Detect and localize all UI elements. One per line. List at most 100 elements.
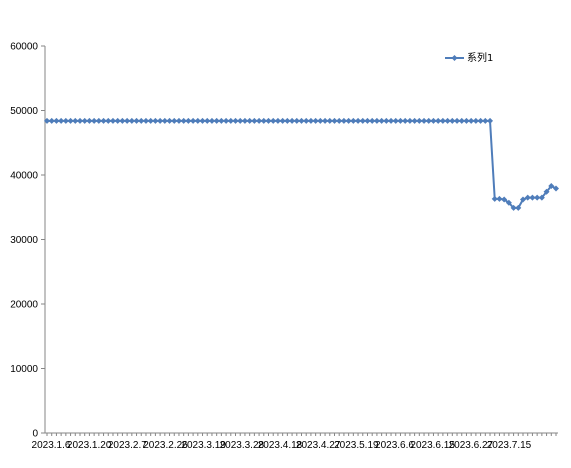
data-point xyxy=(454,117,461,124)
data-point xyxy=(411,117,418,124)
x-tick-label: 2023.2.7 xyxy=(108,440,147,451)
data-point xyxy=(364,117,371,124)
x-tick-label: 2023.7.15 xyxy=(487,440,532,451)
y-axis: 0 10000 20000 30000 40000 50000 60000 xyxy=(10,42,46,440)
data-point xyxy=(171,117,178,124)
data-point xyxy=(425,117,432,124)
data-point xyxy=(260,117,267,124)
data-point xyxy=(223,117,230,124)
data-point xyxy=(326,117,333,124)
data-point xyxy=(548,182,555,189)
data-point xyxy=(119,117,126,124)
data-point xyxy=(185,117,192,124)
x-tick-label: 2023.3.28 xyxy=(220,440,265,451)
data-point xyxy=(109,117,116,124)
data-point xyxy=(378,117,385,124)
data-point xyxy=(449,117,456,124)
data-point xyxy=(72,117,79,124)
series-line xyxy=(47,119,557,209)
y-tick-label: 10000 xyxy=(10,364,38,375)
data-point xyxy=(289,117,296,124)
data-point xyxy=(496,195,503,202)
data-point xyxy=(166,117,173,124)
data-point xyxy=(487,117,494,124)
data-point xyxy=(482,117,489,124)
data-point xyxy=(265,117,272,124)
x-tick-label: 2023.6.27 xyxy=(449,440,494,451)
data-point xyxy=(538,194,545,201)
data-point xyxy=(439,117,446,124)
data-point xyxy=(114,117,121,124)
plot-area xyxy=(44,117,559,211)
data-point xyxy=(524,194,531,201)
data-point xyxy=(91,117,98,124)
data-point xyxy=(204,117,211,124)
y-tick-label: 60000 xyxy=(10,42,38,53)
data-point xyxy=(388,117,395,124)
data-point xyxy=(152,117,159,124)
data-point xyxy=(340,117,347,124)
data-point xyxy=(345,117,352,124)
data-point xyxy=(406,117,413,124)
data-point xyxy=(430,117,437,124)
y-tick-label: 50000 xyxy=(10,106,38,117)
data-point xyxy=(105,117,112,124)
data-point xyxy=(208,117,215,124)
data-point xyxy=(227,117,234,124)
data-point xyxy=(435,117,442,124)
data-point xyxy=(58,117,65,124)
data-point xyxy=(62,117,69,124)
data-point xyxy=(355,117,362,124)
data-point xyxy=(237,117,244,124)
x-tick-label: 2023.6.6 xyxy=(375,440,414,451)
data-point xyxy=(284,117,291,124)
data-point xyxy=(270,117,277,124)
data-point xyxy=(175,117,182,124)
data-point xyxy=(199,117,206,124)
data-point xyxy=(416,117,423,124)
data-point xyxy=(213,117,220,124)
data-point xyxy=(190,117,197,124)
data-point xyxy=(256,117,263,124)
data-point xyxy=(402,117,409,124)
data-point xyxy=(520,196,527,203)
data-point xyxy=(138,117,145,124)
data-point xyxy=(373,117,380,124)
data-point xyxy=(534,194,541,201)
data-point xyxy=(133,117,140,124)
data-point xyxy=(501,196,508,203)
data-point xyxy=(350,117,357,124)
x-tick-label: 2023.1.6 xyxy=(32,440,71,451)
data-point xyxy=(86,117,93,124)
data-point xyxy=(331,117,338,124)
data-point xyxy=(128,117,135,124)
data-point xyxy=(510,204,517,211)
data-point xyxy=(218,117,225,124)
legend-marker-series-1 xyxy=(451,55,458,61)
data-point xyxy=(336,117,343,124)
x-axis: 2023.1.62023.1.202023.2.72023.2.262023.3… xyxy=(32,432,558,451)
data-point xyxy=(472,117,479,124)
x-tick-label: 2023.3.19 xyxy=(181,440,226,451)
data-point xyxy=(553,185,559,192)
data-point xyxy=(124,117,131,124)
data-point xyxy=(463,117,470,124)
data-point xyxy=(81,117,88,124)
data-point xyxy=(307,117,314,124)
data-point xyxy=(48,117,55,124)
x-tick-label: 2023.5.19 xyxy=(334,440,379,451)
data-point xyxy=(95,117,102,124)
data-point xyxy=(317,117,324,124)
data-point xyxy=(468,117,475,124)
data-point xyxy=(147,117,154,124)
data-point xyxy=(100,117,107,124)
data-point xyxy=(359,117,366,124)
data-point xyxy=(246,117,253,124)
data-point xyxy=(421,117,428,124)
data-point xyxy=(142,117,149,124)
data-point xyxy=(251,117,258,124)
data-point xyxy=(303,117,310,124)
data-point xyxy=(529,194,536,201)
y-tick-label: 30000 xyxy=(10,235,38,246)
